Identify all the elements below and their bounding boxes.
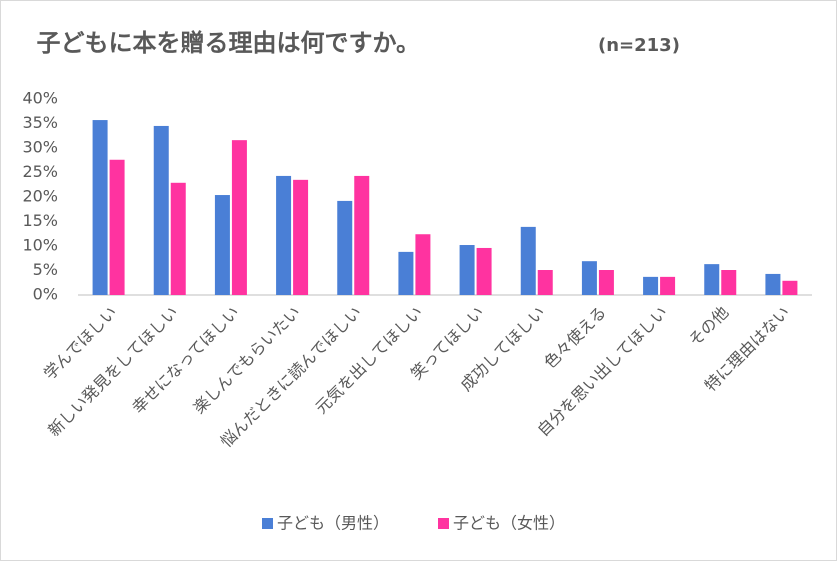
bar	[765, 273, 781, 295]
bar	[415, 234, 431, 295]
chart-title: 子どもに本を贈る理由は何ですか。	[36, 29, 420, 57]
bar	[598, 270, 614, 295]
y-tick-label: 5%	[33, 260, 58, 279]
bar	[276, 175, 292, 295]
bar	[293, 179, 309, 295]
bar	[537, 270, 553, 295]
bar	[643, 276, 659, 295]
bar	[231, 140, 247, 295]
y-tick-label: 10%	[22, 236, 58, 255]
y-tick-label: 15%	[22, 211, 58, 230]
bar	[581, 261, 597, 295]
bar	[520, 226, 536, 295]
y-tick-label: 25%	[22, 162, 58, 181]
legend-label: 子ども（女性）	[453, 514, 565, 533]
chart-subtitle: (n=213)	[598, 35, 680, 56]
bar	[398, 251, 414, 295]
y-tick-label: 0%	[33, 285, 58, 304]
bar	[153, 125, 169, 295]
bar	[459, 245, 475, 295]
bar	[782, 280, 798, 295]
y-tick-label: 35%	[22, 113, 58, 132]
bar	[214, 195, 230, 295]
legend-swatch	[262, 518, 273, 529]
bar	[170, 182, 186, 295]
bar	[704, 264, 720, 295]
bar	[660, 276, 676, 295]
bar	[354, 175, 370, 295]
bar	[476, 247, 492, 295]
legend-label: 子ども（男性）	[277, 514, 389, 533]
y-tick-label: 20%	[22, 187, 58, 206]
legend-swatch	[438, 518, 449, 529]
bar	[92, 120, 108, 295]
bar	[109, 159, 125, 295]
bar	[337, 200, 353, 295]
y-tick-label: 40%	[22, 89, 58, 108]
bar	[721, 270, 737, 295]
y-tick-label: 30%	[22, 138, 58, 157]
